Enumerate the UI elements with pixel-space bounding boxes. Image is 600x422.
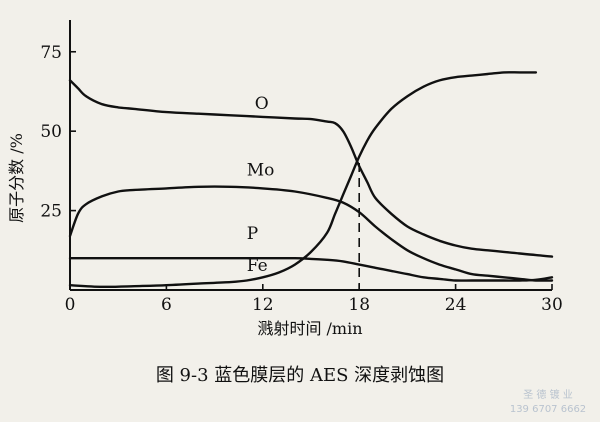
- series-line-o: [68, 79, 554, 258]
- watermark-line-1: 圣 德 镀 业: [523, 388, 573, 401]
- tick-marks: [69, 50, 553, 290]
- x-tick-label: 18: [348, 295, 370, 315]
- y-tick-label: 50: [40, 122, 62, 142]
- axes: [69, 20, 552, 291]
- watermark-line-2: 139 6707 6662: [510, 404, 586, 415]
- series-label-o: O: [255, 94, 269, 114]
- series-line-p: [68, 256, 554, 282]
- series-label-p: P: [247, 224, 258, 244]
- x-tick-label: 0: [65, 295, 76, 315]
- x-tick-label: 12: [252, 295, 274, 315]
- series-curves: [68, 71, 554, 289]
- y-tick-label: 75: [40, 43, 62, 63]
- series-label-fe: Fe: [247, 256, 268, 276]
- series-labels: O Mo P Fe: [247, 94, 275, 276]
- series-line-fe: [68, 71, 538, 289]
- series-line-mo: [68, 185, 554, 282]
- y-tick-label: 25: [40, 202, 62, 222]
- series-label-mo: Mo: [247, 161, 275, 181]
- figure-caption: 图 9-3 蓝色膜层的 AES 深度剥蚀图: [156, 365, 444, 386]
- x-tick-label: 6: [161, 295, 172, 315]
- y-axis-title: 原子分数 /%: [7, 133, 26, 223]
- tick-labels: 0 6 12 18 24 30 25 50 75: [40, 43, 562, 315]
- x-axis-title: 溅射时间 /min: [257, 319, 362, 338]
- x-tick-label: 24: [445, 295, 467, 315]
- x-tick-label: 30: [541, 295, 563, 315]
